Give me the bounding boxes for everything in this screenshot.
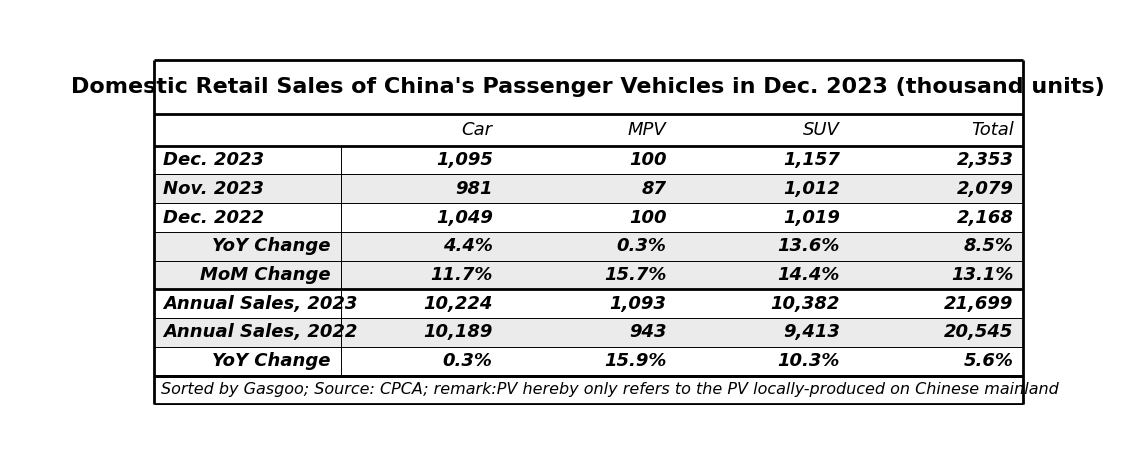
Bar: [154, 203, 1023, 232]
Text: Annual Sales, 2023: Annual Sales, 2023: [163, 295, 357, 313]
Text: YoY Change: YoY Change: [211, 237, 331, 255]
Text: 2,353: 2,353: [956, 151, 1014, 169]
Text: Sorted by Gasgoo; Source: CPCA; remark:PV hereby only refers to the PV locally-p: Sorted by Gasgoo; Source: CPCA; remark:P…: [161, 382, 1060, 397]
Bar: [154, 318, 1023, 347]
Bar: [154, 146, 1023, 174]
Text: Nov. 2023: Nov. 2023: [163, 180, 264, 198]
Text: 943: 943: [629, 324, 666, 341]
Text: 981: 981: [455, 180, 492, 198]
Text: Car: Car: [461, 121, 492, 139]
Text: 87: 87: [642, 180, 666, 198]
Bar: [154, 261, 1023, 289]
Text: 13.6%: 13.6%: [777, 237, 840, 255]
Text: 1,157: 1,157: [783, 151, 840, 169]
Text: 1,093: 1,093: [610, 295, 666, 313]
Text: 9,413: 9,413: [783, 324, 840, 341]
Text: SUV: SUV: [804, 121, 840, 139]
Text: Total: Total: [971, 121, 1014, 139]
Text: 2,168: 2,168: [956, 208, 1014, 227]
Text: 10.3%: 10.3%: [777, 352, 840, 370]
Text: 15.7%: 15.7%: [604, 266, 666, 284]
Text: MoM Change: MoM Change: [200, 266, 331, 284]
Text: 4.4%: 4.4%: [443, 237, 492, 255]
Text: 14.4%: 14.4%: [777, 266, 840, 284]
Text: 1,095: 1,095: [436, 151, 492, 169]
Text: 100: 100: [629, 208, 666, 227]
Text: 1,019: 1,019: [783, 208, 840, 227]
Text: 13.1%: 13.1%: [952, 266, 1014, 284]
Text: Dec. 2022: Dec. 2022: [163, 208, 264, 227]
Text: 1,012: 1,012: [783, 180, 840, 198]
Text: 0.3%: 0.3%: [443, 352, 492, 370]
Text: 10,382: 10,382: [770, 295, 840, 313]
Text: 11.7%: 11.7%: [430, 266, 492, 284]
Bar: [154, 174, 1023, 203]
Text: Annual Sales, 2022: Annual Sales, 2022: [163, 324, 357, 341]
Text: YoY Change: YoY Change: [211, 352, 331, 370]
Bar: [154, 60, 1023, 114]
Text: 20,545: 20,545: [945, 324, 1014, 341]
Text: 15.9%: 15.9%: [604, 352, 666, 370]
Bar: [154, 114, 1023, 146]
Text: MPV: MPV: [628, 121, 666, 139]
Text: Dec. 2023: Dec. 2023: [163, 151, 264, 169]
Text: 2,079: 2,079: [956, 180, 1014, 198]
Bar: [154, 375, 1023, 404]
Text: 0.3%: 0.3%: [616, 237, 666, 255]
Text: Domestic Retail Sales of China's Passenger Vehicles in Dec. 2023 (thousand units: Domestic Retail Sales of China's Passeng…: [71, 77, 1106, 97]
Text: 21,699: 21,699: [945, 295, 1014, 313]
Text: 5.6%: 5.6%: [964, 352, 1014, 370]
Bar: [154, 289, 1023, 318]
Bar: [154, 347, 1023, 375]
Text: 10,224: 10,224: [424, 295, 492, 313]
Text: 100: 100: [629, 151, 666, 169]
Text: 8.5%: 8.5%: [964, 237, 1014, 255]
Bar: [154, 232, 1023, 261]
Text: 10,189: 10,189: [424, 324, 492, 341]
Text: 1,049: 1,049: [436, 208, 492, 227]
